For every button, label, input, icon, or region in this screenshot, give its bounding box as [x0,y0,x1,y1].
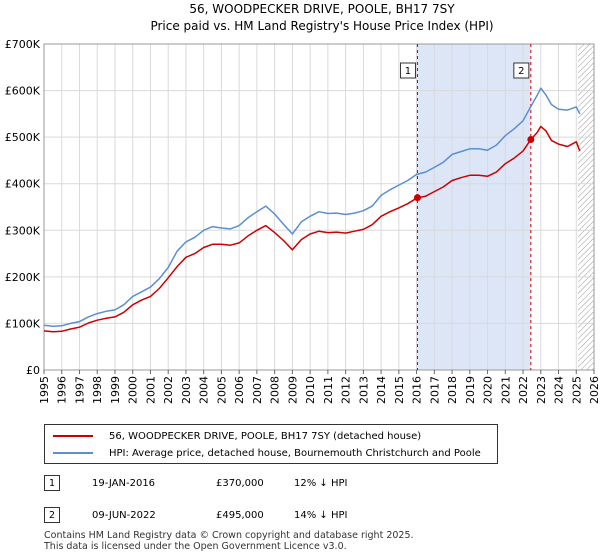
x-tick-label: 2023 [535,376,548,404]
x-tick-label: 2010 [304,376,317,404]
sale-price: £495,000 [216,509,264,521]
y-tick-label: £200K [5,271,41,284]
x-tick-label: 2017 [428,376,441,404]
legend-swatch-property [53,435,93,437]
sale-date: 19-JAN-2016 [92,477,156,489]
legend-label-hpi: HPI: Average price, detached house, Bour… [109,447,481,459]
x-tick-label: 2012 [340,376,353,404]
x-tick-label: 2000 [127,376,140,404]
sale-point [527,135,535,143]
sale-number-badge: 2 [44,507,60,523]
x-tick-label: 2007 [251,376,264,404]
x-tick-label: 2014 [375,376,388,404]
x-tick-label: 2013 [357,376,370,404]
legend-label-property: 56, WOODPECKER DRIVE, POOLE, BH17 7SY (d… [109,430,422,442]
y-tick-label: £500K [5,131,41,144]
sale-hpi-delta: 12% ↓ HPI [294,477,348,489]
forecast-hatch [578,44,594,370]
sale-price: £370,000 [216,477,264,489]
y-tick-label: £400K [5,178,41,191]
x-tick-label: 2022 [517,376,530,404]
y-tick-label: £100K [5,317,41,330]
annotation-label: 1 [405,66,411,77]
x-tick-label: 2009 [286,376,299,404]
annotation-label: 2 [518,66,524,77]
x-tick-label: 2005 [215,376,228,404]
x-tick-label: 2001 [144,376,157,404]
x-tick-label: 2016 [411,376,424,404]
shaded-period [417,44,531,370]
price-chart: 56, WOODPECKER DRIVE, POOLE, BH17 7SY Pr… [5,2,600,404]
legend-item-hpi: HPI: Average price, detached house, Bour… [53,445,481,461]
x-tick-label: 1999 [109,376,122,404]
x-tick-label: 1998 [91,376,104,404]
annotation-box [513,62,530,79]
y-tick-label: £600K [5,85,41,98]
x-tick-label: 2026 [588,376,600,404]
x-tick-label: 2003 [180,376,193,404]
sale-date: 09-JUN-2022 [92,509,156,521]
sale-number-badge: 1 [44,475,60,491]
legend-item-property: 56, WOODPECKER DRIVE, POOLE, BH17 7SY (d… [53,428,421,444]
x-tick-label: 2004 [198,376,211,404]
x-tick-label: 2006 [233,376,246,404]
property-price-line [43,125,581,333]
plot-frame [43,43,595,371]
footer: Contains HM Land Registry data © Crown c… [44,530,414,552]
hpi-line [43,87,581,327]
y-tick-label: £300K [5,224,41,237]
x-tick-label: 1997 [73,376,86,404]
chart-title: 56, WOODPECKER DRIVE, POOLE, BH17 7SY [189,2,455,16]
x-tick-label: 2019 [464,376,477,404]
legend: 56, WOODPECKER DRIVE, POOLE, BH17 7SY (d… [44,424,498,464]
x-tick-label: 2011 [322,376,335,404]
x-tick-label: 1995 [38,376,51,404]
sale-point [413,194,421,202]
x-tick-label: 2024 [553,376,566,404]
x-tick-label: 2021 [499,376,512,404]
legend-swatch-hpi [53,452,93,454]
sale-hpi-delta: 14% ↓ HPI [294,509,348,521]
annotation-box [399,62,416,79]
x-tick-label: 2002 [162,376,175,404]
x-tick-label: 1996 [56,376,69,404]
footer-copyright: Contains HM Land Registry data © Crown c… [44,530,414,541]
y-tick-label: £0 [26,364,40,377]
y-tick-label: £700K [5,38,41,51]
chart-subtitle: Price paid vs. HM Land Registry's House … [150,19,493,33]
x-tick-label: 2015 [393,376,406,404]
x-tick-label: 2008 [269,376,282,404]
x-tick-label: 2020 [482,376,495,404]
footer-license: This data is licensed under the Open Gov… [44,540,347,552]
x-tick-label: 2018 [446,376,459,404]
x-tick-label: 2025 [570,376,583,404]
